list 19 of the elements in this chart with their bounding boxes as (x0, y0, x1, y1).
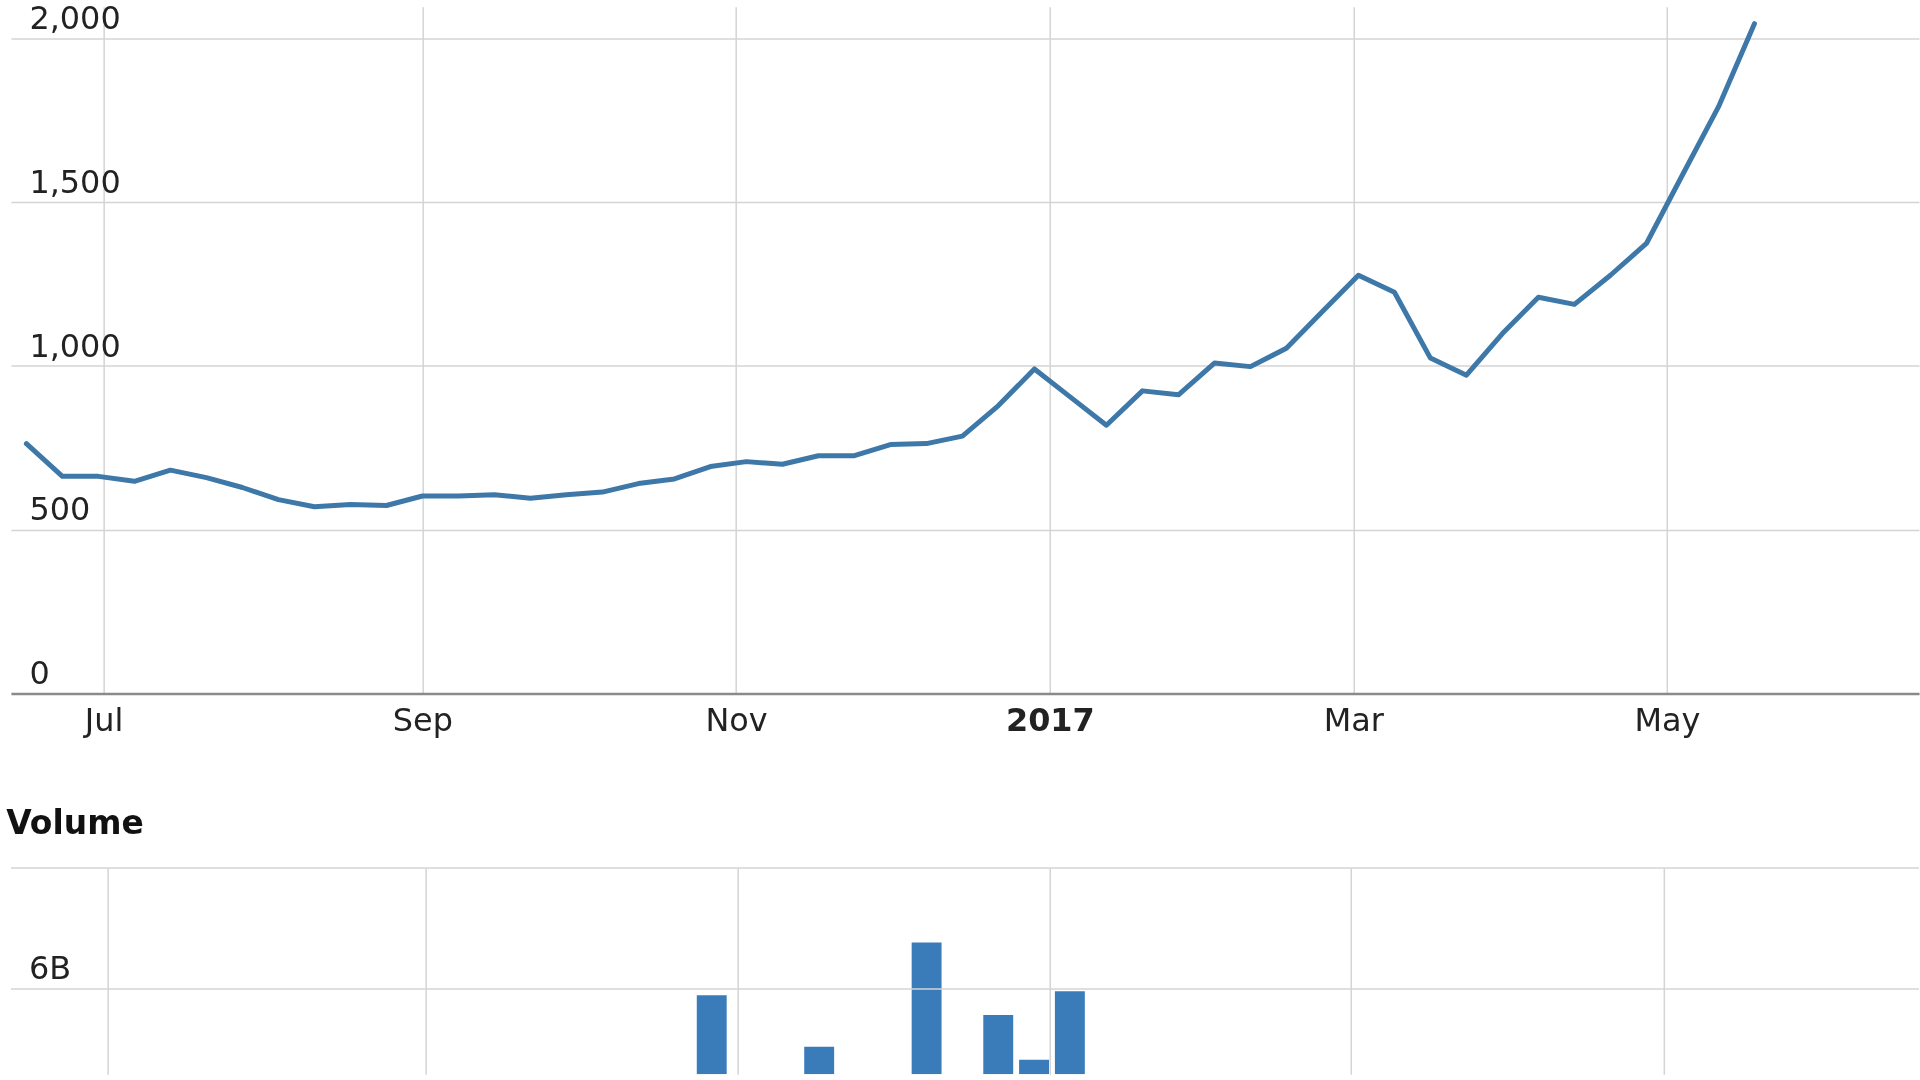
y-tick-label: 1,500 (29, 162, 121, 201)
x-tick-label: 2017 (1005, 700, 1095, 739)
chart-title: Volume (6, 803, 144, 843)
bar (1054, 991, 1085, 1075)
ref-line-label: 6B (28, 948, 72, 987)
y-tick-label: 0 (29, 654, 50, 693)
x-tick-label: Jul (82, 700, 124, 739)
bar (696, 995, 727, 1075)
x-tick-label: Mar (1323, 700, 1385, 739)
bar (911, 942, 942, 1075)
x-tick-label: May (1634, 700, 1701, 739)
bar (804, 1046, 835, 1075)
y-tick-label: 500 (29, 490, 91, 529)
y-tick-label: 1,000 (29, 326, 121, 365)
x-tick-label: Nov (705, 700, 768, 739)
x-tick-label: Sep (392, 700, 453, 739)
y-tick-label: 2,000 (29, 0, 121, 37)
bar (983, 1014, 1014, 1075)
bar (1019, 1059, 1049, 1075)
